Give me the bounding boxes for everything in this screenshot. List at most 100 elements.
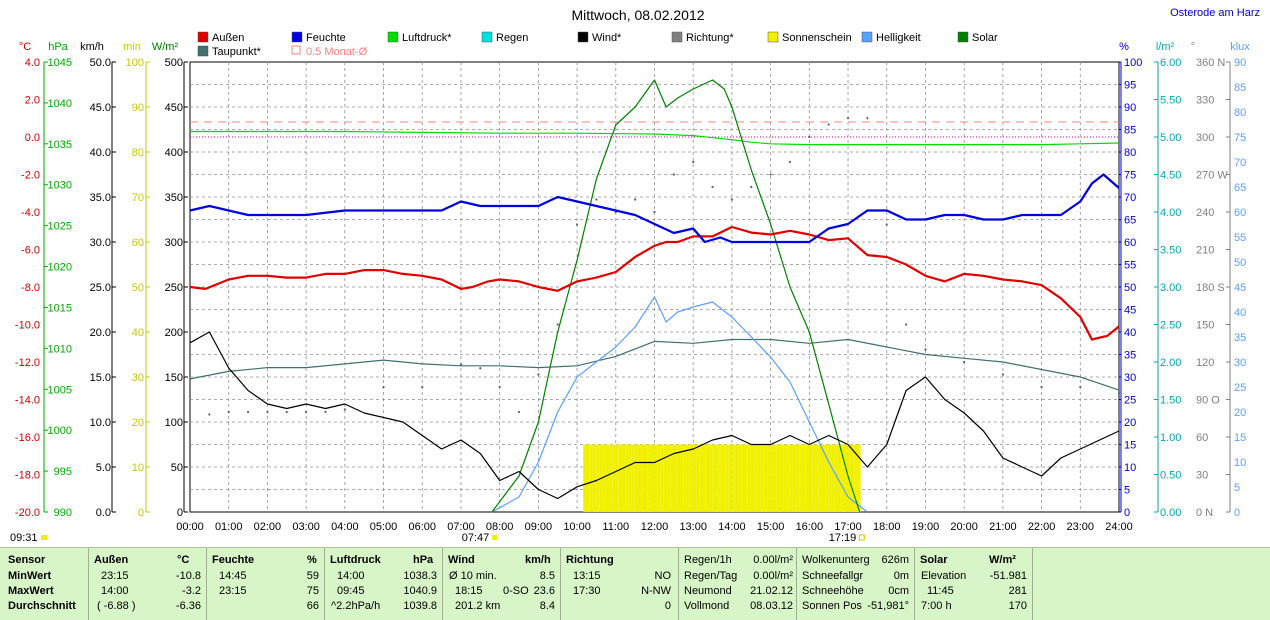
axis-tick-label: 30 — [132, 372, 144, 384]
axis-tick-label: 250 — [165, 282, 183, 294]
direction-point — [963, 360, 966, 364]
axis-tick-label: 25 — [1234, 382, 1246, 394]
legend-swatch — [291, 31, 303, 43]
axis-tick-label: 2.0 — [25, 95, 40, 107]
sunshine-bar — [663, 444, 668, 512]
axis-tick-label: 1.50 — [1160, 395, 1181, 407]
direction-point — [575, 223, 579, 226]
stats-value: 8.5 — [539, 570, 555, 582]
direction-point — [827, 123, 830, 126]
sunshine-bar — [757, 444, 761, 512]
time-tick-label: 24:00 — [1105, 521, 1133, 533]
legend-label: Helligkeit — [876, 32, 921, 44]
stats-unit: % — [307, 554, 317, 566]
axis-tick-label: -6.0 — [21, 245, 40, 257]
legend-swatch — [767, 31, 779, 43]
stats-time: 18:15 — [455, 585, 483, 597]
legend-label: Taupunkt* — [212, 46, 262, 58]
sunshine-bar — [702, 444, 706, 512]
direction-point — [866, 117, 869, 120]
sunshine-bar — [770, 444, 774, 512]
sunset-label: 17:19 — [829, 532, 857, 544]
stats-value: 08.03.12 — [750, 600, 793, 612]
direction-point — [924, 348, 927, 351]
axis-tick-label: 120 — [1196, 357, 1214, 369]
axis-unit: ° — [1191, 41, 1195, 53]
axis-tick-label: 30 — [1124, 372, 1136, 384]
sunrise-marker — [492, 535, 498, 540]
stats-label: Regen/1h — [684, 554, 732, 566]
stats-header: Luftdruck — [330, 554, 381, 566]
legend-label: Wind* — [592, 32, 622, 44]
axis-tick-label: -16.0 — [15, 432, 40, 444]
axis-tick-label: 40 — [1124, 327, 1136, 339]
axis-unit: l/m² — [1156, 41, 1175, 53]
sunshine-bar — [812, 444, 816, 512]
axis-tick-label: 50 — [1234, 257, 1246, 269]
axis-tick-label: 40 — [1234, 307, 1246, 319]
sunshine-bar — [834, 444, 839, 512]
stats-richtung: Richtung 13:15 NO 17:30 N-NW 0 — [560, 548, 679, 620]
sunshine-bar — [786, 444, 790, 512]
sunshine-bar — [589, 444, 593, 512]
time-tick-label: 21:00 — [989, 521, 1017, 533]
axis-tick-label: 10 — [1124, 462, 1136, 474]
axis-tick-label: 55 — [1124, 260, 1136, 272]
legend-label: 0.5 Monat-Ø — [306, 46, 368, 58]
direction-point — [672, 173, 675, 176]
stats-luftdruck: Luftdruck hPa 14:00 1038.3 09:45 1040.9 … — [324, 548, 443, 620]
axis-tick-label: 0 N — [1196, 507, 1213, 519]
axis-tick-label: 45 — [1124, 305, 1136, 317]
sunshine-bar — [731, 444, 735, 512]
sunshine-bar — [583, 444, 587, 512]
sunshine-bar — [654, 444, 658, 512]
axis-tick-label: 50 — [171, 462, 183, 474]
direction-point — [556, 323, 559, 326]
axis-tick-label: 3.50 — [1160, 245, 1181, 257]
axis-tick-label: 1040 — [48, 98, 72, 110]
series-line-solar — [491, 79, 861, 513]
sunshine-bar — [692, 444, 697, 512]
sunshine-bar — [744, 444, 748, 512]
stats-label: Schneefallgr — [802, 570, 864, 582]
legend-label: Sonnenschein — [782, 32, 852, 44]
direction-point — [498, 385, 501, 389]
axis-tick-label: 60 — [1234, 207, 1246, 219]
stats-value: 59 — [306, 570, 319, 582]
axis-tick-label: 15 — [1124, 440, 1136, 452]
stats-solar: Solar W/m² Elevation -51.981 11:45 281 7… — [914, 548, 1033, 620]
axis-tick-label: -18.0 — [15, 470, 40, 482]
stats-value: 0.00l/m² — [753, 554, 793, 566]
stats-dir: 0-SO — [503, 585, 529, 597]
axis-tick-label: 0 — [1124, 507, 1130, 519]
direction-point — [343, 408, 346, 411]
axis-tick-label: 330 — [1196, 95, 1214, 107]
stats-value: 21.02.12 — [750, 585, 793, 597]
axis-tick-label: 60 — [132, 237, 144, 249]
axis-tick-label: 5 — [1124, 485, 1130, 497]
direction-point — [846, 117, 850, 120]
axis-tick-label: 3.00 — [1160, 282, 1181, 294]
stats-value: -51.981 — [989, 570, 1027, 582]
axis-tick-label: 360 N — [1196, 57, 1225, 69]
series-line-taupunkt — [189, 338, 1120, 391]
axis-tick-label: 1015 — [48, 302, 72, 314]
axis-tick-label: 300 — [1196, 132, 1214, 144]
direction-point — [730, 198, 734, 201]
stats-label: Schneehöhe — [802, 585, 864, 597]
min-sun-time-label: 09:31 — [10, 532, 38, 544]
axis-tick-label: 100 — [126, 57, 144, 69]
axis-tick-label: 35 — [1234, 332, 1246, 344]
sunshine-bar — [592, 444, 597, 512]
axis-tick-label: 0 — [1234, 507, 1240, 519]
axis-units: °C hPa km/h min W/m²% l/m² ° klux — [19, 41, 1250, 53]
sunshine-bar — [612, 444, 616, 512]
axis-tick-label: -14.0 — [15, 395, 40, 407]
axis-tick-label: -2.0 — [21, 170, 40, 182]
stats-value: 626m — [881, 554, 909, 566]
stats-blank — [1032, 548, 1270, 620]
axis-tick-label: 25.0 — [90, 282, 111, 294]
stats-time: 14:45 — [219, 570, 247, 582]
axis-tick-label: 240 — [1196, 207, 1214, 219]
stats-value: N-NW — [641, 585, 671, 597]
